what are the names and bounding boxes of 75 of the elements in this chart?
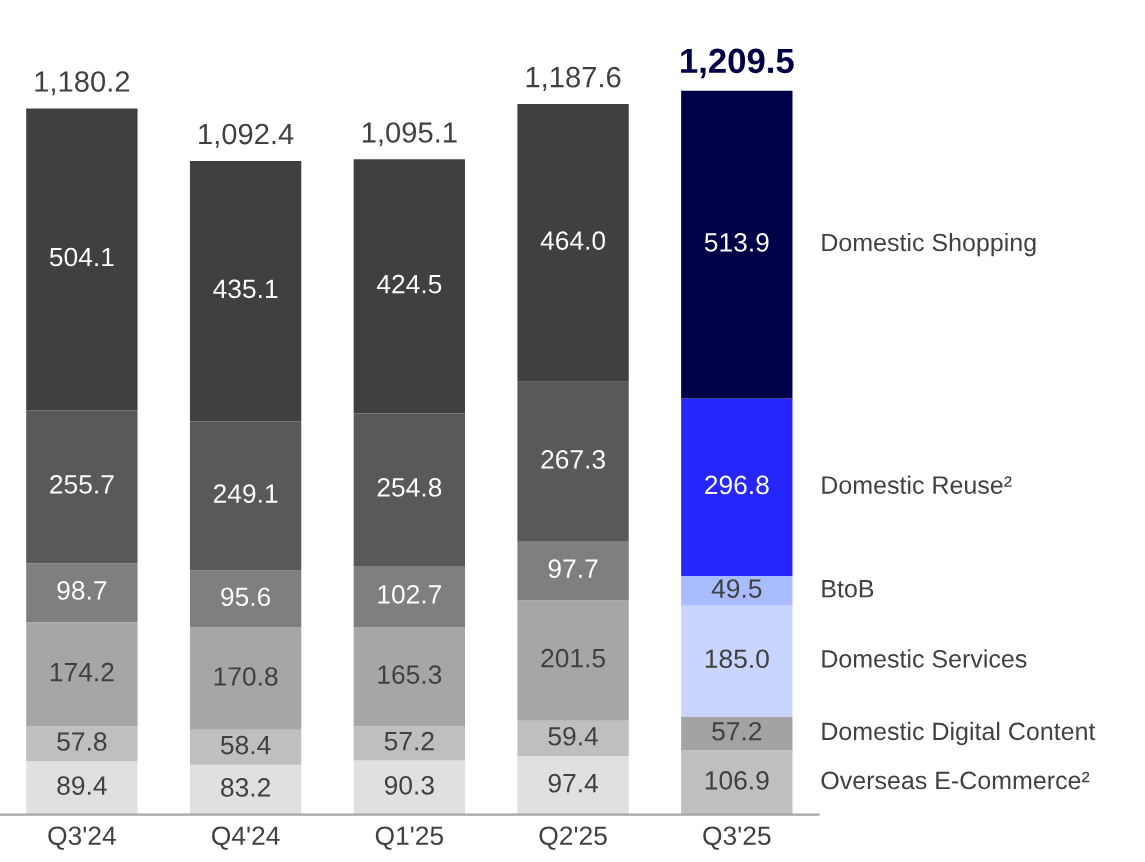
- bar: [26, 410, 138, 564]
- data-label: 59.4: [548, 726, 598, 746]
- data-label: 435.1: [213, 279, 278, 299]
- bar: [189, 570, 302, 628]
- total-label: 1,209.5: [681, 48, 794, 79]
- total-label: 1,180.2: [35, 71, 130, 96]
- total-label: 1,187.6: [526, 66, 621, 91]
- bar: [26, 726, 138, 762]
- bar: [26, 761, 138, 815]
- series-label: Overseas E-Commerce²: [821, 771, 1090, 790]
- data-label: 83.2: [221, 778, 270, 797]
- data-label: 95.6: [221, 587, 271, 607]
- bar: [353, 565, 466, 628]
- bar: [681, 605, 793, 717]
- x-tick-label: Q1'25: [375, 826, 444, 850]
- data-label: 249.1: [213, 484, 278, 503]
- bar: [353, 726, 466, 761]
- bar: [26, 622, 138, 727]
- data-label: 106.9: [705, 771, 769, 790]
- data-label: 296.8: [705, 475, 769, 495]
- x-tick-label: Q2'25: [539, 826, 607, 850]
- series-label: Domestic Reuse²: [822, 475, 1012, 494]
- bar: [353, 413, 466, 566]
- bar: [353, 760, 466, 815]
- data-label: 57.2: [384, 731, 434, 751]
- data-label: 57.8: [57, 732, 107, 751]
- bar: [26, 563, 138, 623]
- bar: [681, 716, 793, 751]
- data-label: 267.3: [541, 450, 605, 469]
- series-label: Domestic Services: [822, 649, 1027, 668]
- bar: [189, 729, 302, 765]
- bar: [517, 541, 629, 601]
- data-label: 89.4: [57, 776, 107, 795]
- bar: [681, 90, 793, 399]
- data-label: 57.2: [712, 721, 762, 741]
- data-label: 170.8: [214, 667, 278, 686]
- bar: [353, 627, 466, 727]
- bar: [517, 104, 629, 382]
- x-tick-label: Q3'24: [48, 826, 116, 850]
- bar: [189, 764, 302, 815]
- bar: [26, 108, 138, 411]
- data-label: 165.3: [378, 665, 442, 684]
- data-label: 201.5: [541, 648, 605, 668]
- bar: [353, 159, 466, 414]
- bar: [517, 720, 629, 757]
- x-tick-label: Q3'25: [703, 826, 771, 850]
- data-label: 174.2: [50, 662, 114, 682]
- data-label: 90.3: [384, 775, 434, 795]
- data-label: 97.7: [548, 559, 598, 578]
- data-label: 504.1: [49, 247, 114, 267]
- total-label: 1,095.1: [362, 122, 457, 147]
- series-label: BtoB: [822, 580, 874, 598]
- bar: [681, 398, 793, 577]
- bar: [517, 381, 629, 542]
- data-label: 464.0: [540, 231, 606, 250]
- x-tick-label: Q4'24: [212, 826, 280, 850]
- data-label: 185.0: [705, 649, 769, 669]
- data-label: 254.8: [377, 478, 442, 497]
- data-label: 424.5: [376, 274, 442, 294]
- data-label: 97.4: [548, 773, 598, 793]
- bar: [517, 756, 629, 815]
- total-label: 1,092.4: [199, 123, 294, 148]
- data-label: 255.7: [50, 475, 114, 494]
- bar: [681, 576, 793, 606]
- bar: [189, 421, 302, 571]
- data-label: 513.9: [704, 233, 769, 252]
- data-label: 58.4: [220, 735, 271, 755]
- series-label: Domestic Digital Content: [822, 721, 1096, 746]
- data-label: 49.5: [711, 579, 762, 598]
- data-label: 102.7: [378, 585, 442, 604]
- bar: [189, 627, 302, 730]
- bar: [517, 600, 629, 721]
- series-label: Domestic Shopping: [822, 232, 1036, 257]
- data-label: 98.7: [57, 581, 107, 600]
- bar: [189, 160, 302, 422]
